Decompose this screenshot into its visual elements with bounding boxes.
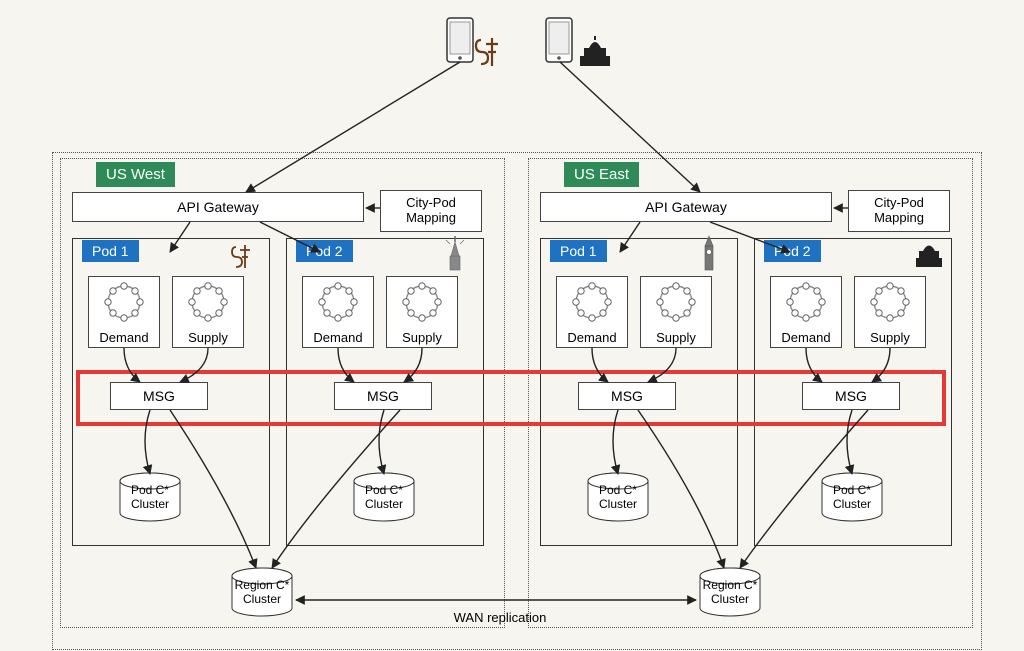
east-pod2-demand-label: Demand bbox=[770, 330, 842, 345]
east-city-pod-mapping: City-Pod Mapping bbox=[848, 190, 950, 232]
wan-replication-label: WAN replication bbox=[420, 610, 580, 625]
east-api-gateway: API Gateway bbox=[540, 192, 832, 222]
east-pod1-supply-label: Supply bbox=[640, 330, 712, 345]
west-pod1-supply-label: Supply bbox=[172, 330, 244, 345]
west-pod2-supply-label: Supply bbox=[386, 330, 458, 345]
west-pod2-demand-label: Demand bbox=[302, 330, 374, 345]
west-api-gateway: API Gateway bbox=[72, 192, 364, 222]
east-pod2-supply-label: Supply bbox=[854, 330, 926, 345]
east-pod1-demand-label: Demand bbox=[556, 330, 628, 345]
west-pod1-demand-label: Demand bbox=[88, 330, 160, 345]
msg-highlight bbox=[76, 370, 946, 426]
west-city-pod-mapping: City-Pod Mapping bbox=[380, 190, 482, 232]
architecture-diagram: US West API Gateway City-Pod Mapping Pod… bbox=[0, 0, 1024, 651]
